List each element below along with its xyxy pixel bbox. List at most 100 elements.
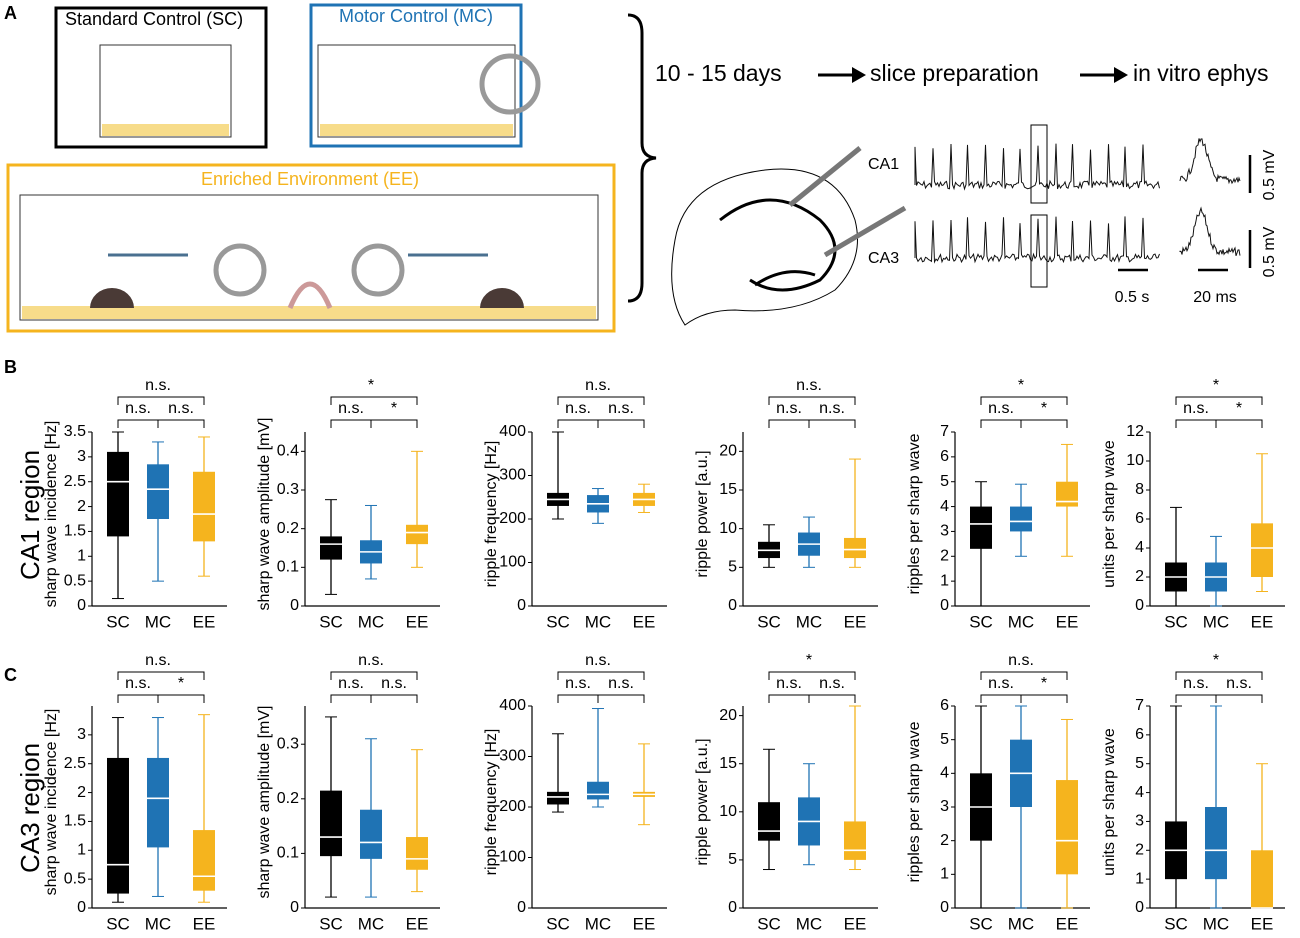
scale-label: 0.5 mV <box>1261 149 1278 200</box>
y-axis-label: sharp wave incidence [Hz] <box>43 421 60 608</box>
y-tick-label: 0 <box>77 597 86 614</box>
y-axis-label: units per sharp wave <box>1101 728 1118 876</box>
y-tick-label: 12 <box>1126 423 1144 440</box>
sig-label: * <box>368 377 374 394</box>
mc-frame <box>309 3 523 148</box>
y-tick-label: 7 <box>940 423 949 440</box>
x-tick-label: MC <box>796 914 822 933</box>
box <box>320 790 342 857</box>
y-tick-label: 2 <box>77 498 86 515</box>
cell-layer <box>719 198 837 292</box>
y-tick-label: 100 <box>499 554 526 571</box>
y-tick-label: 5 <box>940 731 949 748</box>
sig-label: n.s. <box>796 377 822 394</box>
sig-label: n.s. <box>608 400 634 417</box>
x-tick-label: EE <box>1056 612 1079 631</box>
sig-label: n.s. <box>585 652 611 669</box>
y-axis-label: ripples per sharp wave <box>906 721 923 882</box>
sc-frame <box>54 6 268 149</box>
y-tick-label: 300 <box>499 467 526 484</box>
x-tick-label: MC <box>1203 914 1229 933</box>
sig-label: n.s. <box>819 675 845 692</box>
x-tick-label: MC <box>1008 914 1034 933</box>
y-tick-label: 1 <box>77 842 86 859</box>
box <box>320 536 342 560</box>
y-tick-label: 1.5 <box>64 523 86 540</box>
sig-label: * <box>806 652 812 669</box>
sig-label: n.s. <box>819 400 845 417</box>
y-tick-label: 300 <box>499 748 526 765</box>
x-tick-label: SC <box>1164 914 1188 933</box>
y-tick-label: 3 <box>1135 813 1144 830</box>
y-tick-label: 6 <box>940 697 949 714</box>
sig-label: n.s. <box>358 652 384 669</box>
sig-label: n.s. <box>776 400 802 417</box>
x-tick-label: SC <box>969 914 993 933</box>
y-tick-label: 10 <box>1126 452 1144 469</box>
y-tick-label: 10 <box>719 520 737 537</box>
box <box>1056 780 1078 875</box>
zoom-box <box>1030 214 1048 288</box>
step: slice preparation <box>870 60 1039 86</box>
y-tick-label: 3 <box>940 523 949 540</box>
label: CA1 <box>868 156 899 173</box>
y-tick-label: 8 <box>1135 481 1144 498</box>
label: Motor Control (MC) <box>339 6 493 26</box>
y-tick-label: 10 <box>719 803 737 820</box>
x-tick-label: SC <box>106 914 130 933</box>
sig-bracket <box>980 396 1068 405</box>
row-label: CA1 region <box>15 450 45 580</box>
sig-label: n.s. <box>338 400 364 417</box>
y-tick-label: 0 <box>290 899 299 916</box>
brace <box>627 13 657 303</box>
sig-label: n.s. <box>608 675 634 692</box>
trace-zoom <box>1179 206 1241 256</box>
y-tick-label: 0 <box>728 899 737 916</box>
sig-bracket <box>117 694 205 703</box>
sig-bracket <box>330 671 418 680</box>
sig-label: n.s. <box>565 400 591 417</box>
sig-label: n.s. <box>145 652 171 669</box>
box <box>360 809 382 859</box>
sig-label: n.s. <box>1008 652 1034 669</box>
panel-label: C <box>4 665 17 685</box>
y-tick-label: 0.5 <box>64 572 86 589</box>
slice <box>671 168 858 326</box>
x-tick-label: MC <box>1203 612 1229 631</box>
sig-bracket <box>768 671 856 680</box>
bedding <box>102 124 229 136</box>
box <box>1251 523 1273 577</box>
y-tick-label: 4 <box>1135 784 1144 801</box>
scale-bar <box>1118 155 1252 272</box>
x-tick-label: SC <box>969 612 993 631</box>
sig-label: * <box>1018 377 1024 394</box>
x-tick-label: SC <box>319 914 343 933</box>
y-axis-label: ripples per sharp wave <box>906 433 923 594</box>
y-tick-label: 1.5 <box>64 813 86 830</box>
y-tick-label: 1 <box>940 572 949 589</box>
sig-bracket <box>980 694 1068 703</box>
y-tick-label: 0.1 <box>277 559 299 576</box>
sig-label: n.s. <box>585 377 611 394</box>
y-axis-label: sharp wave amplitude [mV] <box>256 706 273 899</box>
y-tick-label: 2.5 <box>64 473 86 490</box>
bedding <box>320 124 513 136</box>
y-tick-label: 0.2 <box>277 790 299 807</box>
trace <box>914 216 1160 264</box>
y-tick-label: 2.5 <box>64 755 86 772</box>
y-axis-label: ripple power [a.u.] <box>694 450 711 577</box>
sig-label: n.s. <box>565 675 591 692</box>
y-tick-label: 0 <box>77 899 86 916</box>
tunnel <box>287 281 333 309</box>
box <box>587 781 609 800</box>
y-tick-label: 3 <box>940 798 949 815</box>
box <box>547 791 569 805</box>
sig-label: * <box>1041 675 1047 692</box>
y-tick-label: 0.2 <box>277 520 299 537</box>
y-tick-label: 1 <box>940 866 949 883</box>
y-tick-label: 0 <box>290 597 299 614</box>
trace-zoom <box>1179 138 1241 185</box>
box <box>406 524 428 545</box>
sig-bracket <box>557 694 645 703</box>
sig-bracket <box>980 671 1068 680</box>
